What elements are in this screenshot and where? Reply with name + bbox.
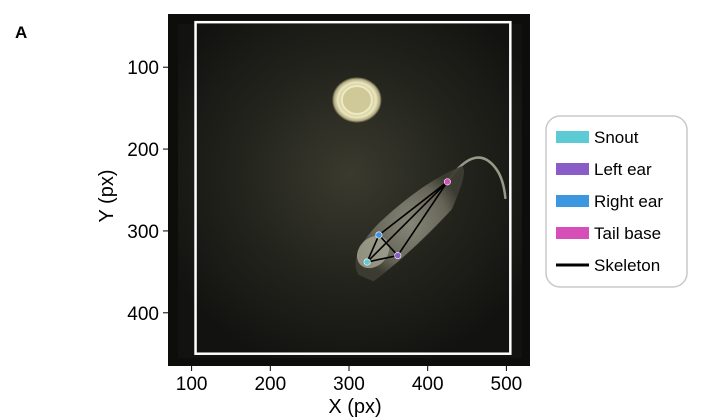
y-tick-label: 200 xyxy=(127,140,159,161)
arena-border xyxy=(194,20,512,355)
x-tick-label: 100 xyxy=(176,374,208,395)
x-tick-label: 300 xyxy=(333,374,365,395)
legend-label-tail-base: Tail base xyxy=(594,224,661,243)
x-tick-label: 500 xyxy=(491,374,523,395)
y-axis-ticks: 100 200 300 400 xyxy=(127,58,168,325)
legend: Snout Left ear Right ear Tail base Skeleton xyxy=(545,115,688,288)
keypoint-tail-base xyxy=(443,178,451,186)
legend-swatch-right-ear xyxy=(556,195,589,207)
keypoints xyxy=(363,178,451,266)
legend-swatch-snout xyxy=(556,131,589,143)
x-tick-label: 200 xyxy=(254,374,286,395)
skeleton-edge xyxy=(366,254,398,263)
water-dish xyxy=(332,77,382,123)
x-axis-ticks: 100 200 300 400 500 xyxy=(176,366,522,395)
skeleton-edge xyxy=(397,181,449,256)
keypoint-right-ear xyxy=(375,231,383,239)
x-tick-label: 400 xyxy=(412,374,444,395)
legend-label-snout: Snout xyxy=(594,128,639,147)
x-axis-label: X (px) xyxy=(328,396,381,418)
panel-label: A xyxy=(15,23,27,42)
y-tick-label: 100 xyxy=(127,58,159,79)
keypoint-snout xyxy=(363,258,371,266)
legend-swatch-tail-base xyxy=(556,227,589,239)
skeleton-edge xyxy=(366,234,380,263)
y-axis-label: Y (px) xyxy=(96,170,118,223)
skeleton-edge xyxy=(378,234,399,257)
legend-box xyxy=(545,115,688,288)
legend-label-left-ear: Left ear xyxy=(594,160,652,179)
skeleton-lines xyxy=(366,181,449,263)
skeleton-edge xyxy=(366,181,448,263)
legend-label-right-ear: Right ear xyxy=(594,192,663,211)
skeleton-edge xyxy=(378,181,448,236)
keypoint-left-ear xyxy=(394,251,402,259)
legend-swatch-left-ear xyxy=(556,163,589,175)
y-tick-label: 300 xyxy=(127,222,159,243)
legend-label-skeleton: Skeleton xyxy=(594,256,660,275)
arena-floor xyxy=(178,24,522,358)
y-tick-label: 400 xyxy=(127,304,159,325)
